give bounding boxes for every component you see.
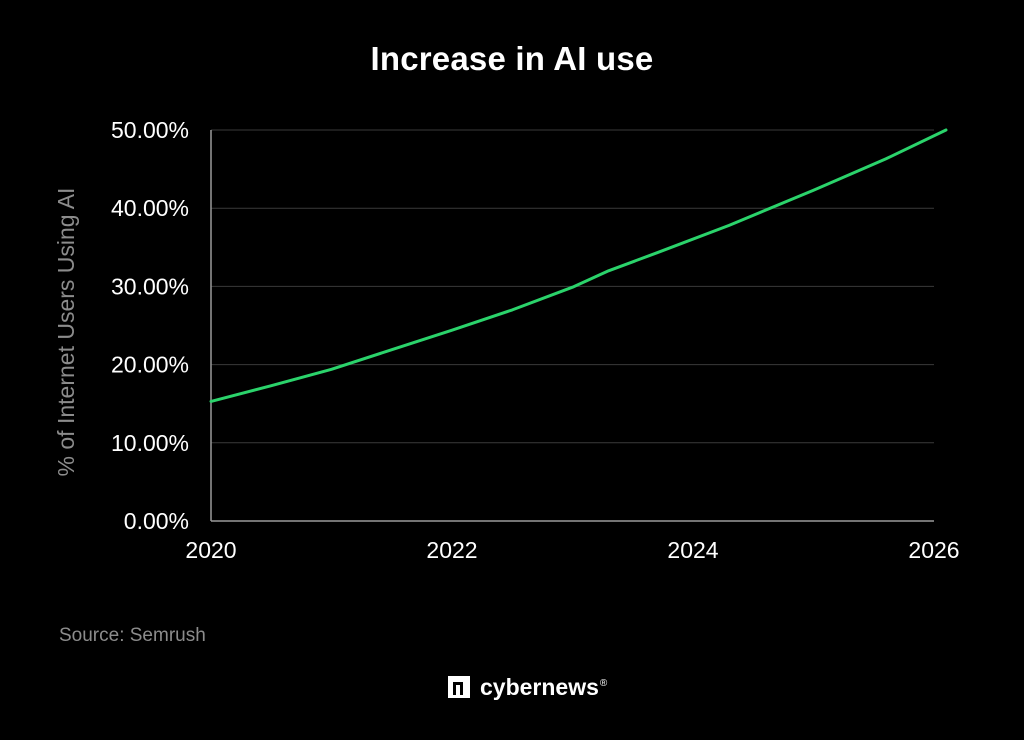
series-line-0	[209, 128, 948, 403]
x-tick-labels: 2020 2022 2024 2026	[185, 537, 959, 563]
x-tick-label: 2022	[426, 537, 477, 563]
brand-name: cybernews	[480, 673, 599, 700]
y-tick-labels: 0.00% 10.00% 20.00% 30.00% 40.00% 50.00%	[111, 117, 189, 534]
cybernews-logo-icon	[448, 676, 470, 698]
source-note: Source: Semrush	[59, 625, 206, 646]
registered-mark: ®	[599, 678, 608, 689]
y-tick-label: 30.00%	[111, 273, 189, 299]
y-tick-label: 10.00%	[111, 430, 189, 456]
x-tick-label: 2026	[908, 537, 959, 563]
y-tick-label: 0.00%	[124, 508, 189, 534]
brand-footer: cybernews ®	[448, 670, 607, 704]
axes	[210, 130, 934, 522]
x-tick-label: 2024	[667, 537, 718, 563]
y-tick-label: 40.00%	[111, 195, 189, 221]
y-axis-title: % of Internet Users Using AI	[53, 188, 79, 477]
x-tick-label: 2020	[185, 537, 236, 563]
y-tick-label: 20.00%	[111, 352, 189, 378]
y-tick-label: 50.00%	[111, 117, 189, 143]
chart-title: Increase in AI use	[370, 40, 654, 77]
series-group	[209, 128, 948, 403]
